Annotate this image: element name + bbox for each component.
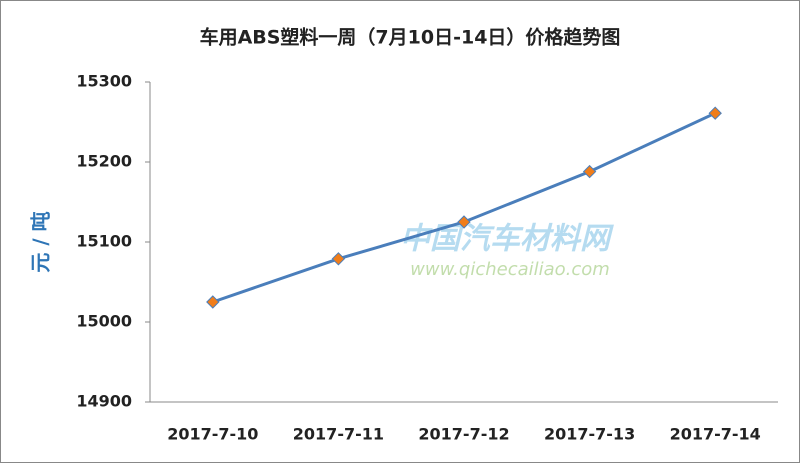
- y-tick-label: 15300: [76, 72, 132, 91]
- y-tick-label: 15100: [76, 232, 132, 251]
- watermark-url: www.qichecailiao.com: [410, 259, 610, 280]
- marker: [708, 106, 722, 120]
- marker: [206, 295, 220, 309]
- x-tick-label: 2017-7-12: [418, 425, 509, 444]
- x-tick-label: 2017-7-11: [293, 425, 384, 444]
- y-tick-label: 14900: [76, 392, 132, 411]
- x-tick-label: 2017-7-13: [544, 425, 635, 444]
- x-tick-label: 2017-7-14: [670, 425, 761, 444]
- y-tick-label: 15200: [76, 152, 132, 171]
- x-tick-label: 2017-7-10: [167, 425, 258, 444]
- marker: [582, 164, 597, 179]
- y-tick-label: 15000: [76, 312, 132, 331]
- watermark-name: 中国汽车材料网: [400, 222, 614, 257]
- y-axis-label: 元 / 吨: [29, 211, 53, 272]
- marker: [457, 215, 471, 229]
- marker: [331, 252, 346, 266]
- chart-title: 车用ABS塑料一周（7月10日-14日）价格趋势图: [200, 26, 621, 49]
